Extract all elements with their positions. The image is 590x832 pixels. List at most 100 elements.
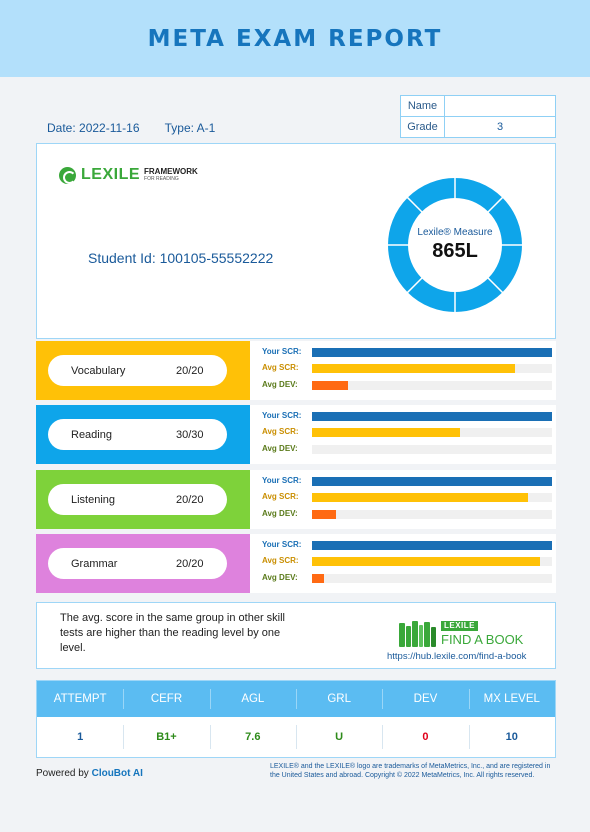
- bar-fill-avg: [312, 557, 540, 567]
- results-value-attempt: 1: [77, 731, 84, 743]
- bar-label-avg: Avg SCR:: [262, 492, 299, 502]
- bar-label-dev: Avg DEV:: [262, 572, 298, 582]
- name-label: Name: [400, 95, 445, 117]
- lexile-logo-subtitle: FRAMEWORK FOR READING: [144, 168, 198, 182]
- bar-track: [312, 477, 552, 486]
- results-value-cefr: B1+: [123, 717, 209, 757]
- lexile-logo-word: LEXILE: [81, 166, 141, 183]
- bar-track: [312, 573, 552, 583]
- bar-fill-scr: [312, 348, 552, 357]
- bar-fill-dev: [312, 509, 336, 519]
- results-header-agl: AGL: [209, 681, 296, 717]
- results-value-grl: U: [295, 717, 382, 757]
- skill-bars: Your SCR: Avg SCR: Avg DEV:: [262, 346, 554, 395]
- lexile-framework-logo: LEXILE FRAMEWORK FOR READING: [59, 166, 198, 184]
- student-id: Student Id: 100105-55552222: [88, 250, 274, 266]
- find-a-book-title: FIND A BOOK: [441, 632, 524, 647]
- bar-track: [312, 557, 552, 567]
- exam-meta: Date: 2022-11-16 Type: A-1: [47, 121, 237, 135]
- skill-bars: Your SCR: Avg SCR: Avg DEV:: [262, 475, 554, 524]
- bar-row-dev: Avg DEV:: [262, 379, 554, 395]
- bar-row-avg: Avg SCR:: [262, 362, 554, 378]
- bar-fill-avg: [312, 364, 515, 374]
- lexile-logo-icon: [59, 166, 76, 184]
- find-a-book-lexile-label: LEXILE: [441, 621, 479, 631]
- comment-text: The avg. score in the same group in othe…: [60, 612, 286, 654]
- bar-track: [312, 428, 552, 438]
- results-header-cefr: CEFR: [123, 681, 209, 717]
- bar-row-scr: Your SCR:: [262, 346, 554, 362]
- exam-type: Type: A-1: [164, 121, 216, 135]
- grade-value: 3: [444, 116, 556, 138]
- bar-label-avg: Avg SCR:: [262, 556, 299, 566]
- lexile-card: LEXILE FRAMEWORK FOR READING Student Id:…: [36, 143, 556, 339]
- bar-label-scr: Your SCR:: [262, 347, 302, 356]
- ring-tick: [486, 276, 504, 294]
- lexile-logo-framework: FRAMEWORK: [144, 167, 198, 176]
- bar-fill-scr: [312, 541, 552, 550]
- skill-score: 20/20: [176, 364, 204, 377]
- skill-bars: Your SCR: Avg SCR: Avg DEV:: [262, 539, 554, 588]
- bar-row-avg: Avg SCR:: [262, 426, 554, 442]
- bar-track: [312, 412, 552, 421]
- report-header: META EXAM REPORT: [0, 0, 590, 77]
- grade-label: Grade: [400, 116, 445, 138]
- skill-pill: Reading 30/30: [48, 419, 227, 450]
- skill-bars: Your SCR: Avg SCR: Avg DEV:: [262, 410, 554, 459]
- skill-name: Reading: [71, 428, 112, 441]
- bar-fill-scr: [312, 477, 552, 486]
- exam-date: Date: 2022-11-16: [47, 121, 140, 135]
- skill-name: Grammar: [71, 557, 118, 570]
- ring-tick: [406, 276, 424, 294]
- books-icon: [399, 621, 437, 647]
- skill-tile: Vocabulary 20/20: [36, 341, 250, 400]
- skill-name: Vocabulary: [71, 364, 126, 377]
- results-value-dev: 0: [382, 717, 468, 757]
- bar-label-dev: Avg DEV:: [262, 443, 298, 453]
- bar-row-scr: Your SCR:: [262, 539, 554, 555]
- results-header-grl: GRL: [295, 681, 382, 717]
- results-value-mx-level: 10: [468, 717, 555, 757]
- name-row: Name: [400, 95, 556, 117]
- bar-row-dev: Avg DEV:: [262, 508, 554, 524]
- bar-track: [312, 444, 552, 454]
- bar-fill-dev: [312, 573, 324, 583]
- grade-row: Grade 3: [400, 116, 556, 138]
- powered-by-brand: ClouBot AI: [91, 768, 143, 779]
- trademark-notice: LEXILE® and the LEXILE® logo are tradema…: [270, 763, 551, 779]
- name-value: [444, 95, 556, 117]
- comment-card: The avg. score in the same group in othe…: [36, 602, 556, 669]
- bar-row-scr: Your SCR:: [262, 410, 554, 426]
- skill-row-reading: Reading 30/30 Your SCR: Avg SCR: Avg DEV:: [36, 405, 556, 464]
- ring-tick: [486, 196, 504, 214]
- skill-score: 20/20: [176, 557, 204, 570]
- skill-tile: Listening 20/20: [36, 470, 250, 529]
- bar-fill-scr: [312, 412, 552, 421]
- bar-label-avg: Avg SCR:: [262, 363, 299, 373]
- ring-tick: [406, 196, 424, 214]
- results-header-row: ATTEMPT CEFR AGL GRL DEV MX LEVEL: [37, 681, 555, 717]
- powered-by-prefix: Powered by: [36, 768, 92, 779]
- bar-row-avg: Avg SCR:: [262, 491, 554, 507]
- bar-row-dev: Avg DEV:: [262, 572, 554, 588]
- bar-track: [312, 509, 552, 519]
- skill-row-vocabulary: Vocabulary 20/20 Your SCR: Avg SCR: Avg DEV:: [36, 341, 556, 400]
- results-header-mx-level: MX LEVEL: [468, 681, 555, 717]
- bar-track: [312, 380, 552, 390]
- skill-row-grammar: Grammar 20/20 Your SCR: Avg SCR: Avg DEV:: [36, 534, 556, 593]
- lexile-measure-value: 865L: [432, 240, 478, 262]
- bar-track: [312, 493, 552, 503]
- bar-label-avg: Avg SCR:: [262, 427, 299, 437]
- bar-row-dev: Avg DEV:: [262, 443, 554, 459]
- bar-label-dev: Avg DEV:: [262, 508, 298, 518]
- bar-track: [312, 348, 552, 357]
- bar-fill-avg: [312, 428, 460, 438]
- results-table: ATTEMPT CEFR AGL GRL DEV MX LEVEL 1 B1+ 7.6 U 0 10: [36, 680, 556, 758]
- powered-by: Powered by ClouBot AI: [36, 768, 143, 779]
- find-a-book-link[interactable]: https://hub.lexile.com/find-a-book: [387, 651, 527, 662]
- bar-track: [312, 541, 552, 550]
- bar-label-scr: Your SCR:: [262, 411, 302, 420]
- bar-row-scr: Your SCR:: [262, 475, 554, 491]
- lexile-logo-for-reading: FOR READING: [144, 176, 179, 182]
- bar-label-scr: Your SCR:: [262, 540, 302, 549]
